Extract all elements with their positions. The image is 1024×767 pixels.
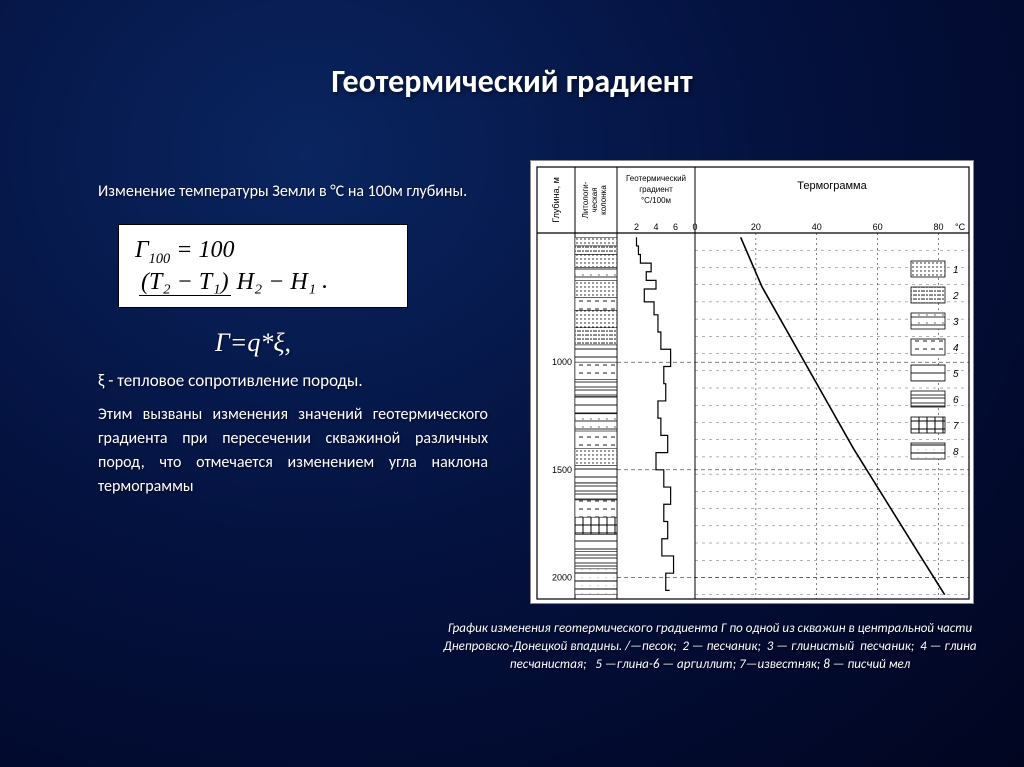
description-text: Изменение температуры Земли в °С на 100м… [98,180,488,204]
formula-lhs: Г [135,237,149,263]
svg-text:°С/100м: °С/100м [641,196,671,205]
formula-sub: 100 [149,251,171,267]
svg-text:4: 4 [653,222,658,232]
xi-definition: ξ - тепловое сопротивление породы. [98,370,488,391]
svg-text:0: 0 [692,222,697,232]
well-log-diagram: Глубина, м Литологи-ческаяколонка Геотерми… [530,160,974,604]
svg-text:3: 3 [953,317,959,328]
formula-suffix: . [322,268,328,294]
svg-text:1000: 1000 [552,357,572,367]
svg-text:4: 4 [953,343,959,354]
formula-numerator: (T₂ − T₁) [139,269,231,296]
svg-text:Литологи-: Литологи- [581,181,590,218]
svg-text:2000: 2000 [552,572,572,582]
svg-text:градиент: градиент [639,185,673,194]
formula-eq: = 100 [176,237,234,263]
svg-text:2: 2 [634,222,639,232]
svg-text:5: 5 [953,369,959,380]
formula-main: Г100 = 100 (T₂ − T₁) H₂ − H₁ . [118,224,408,308]
svg-text:1: 1 [953,265,959,276]
svg-text:8: 8 [953,447,959,458]
formula-secondary: Г=q*ξ, [98,328,488,358]
svg-text:20: 20 [751,222,761,232]
svg-text:ческая: ческая [590,187,599,212]
left-column: Изменение температуры Земли в °С на 100м… [98,180,488,499]
svg-text:Глубина, м: Глубина, м [551,177,561,223]
svg-text:7: 7 [953,421,959,432]
svg-text:6: 6 [673,222,678,232]
svg-text:Термограмма: Термограмма [797,180,867,192]
diagram-caption: График изменения геотермического градиен… [430,620,990,675]
svg-text:40: 40 [812,222,822,232]
svg-text:колонка: колонка [599,185,608,215]
svg-text:°С: °С [955,222,966,232]
svg-text:6: 6 [953,395,959,406]
svg-text:2: 2 [952,291,959,302]
paragraph-text: Этим вызваны изменения значений геотерми… [98,403,488,499]
svg-text:60: 60 [873,222,883,232]
svg-text:1500: 1500 [552,465,572,475]
svg-text:Геотермический: Геотермический [626,174,686,183]
slide-title: Геотермический градиент [0,0,1024,101]
svg-text:80: 80 [934,222,944,232]
formula-denominator: H₂ − H₁ [237,269,317,295]
